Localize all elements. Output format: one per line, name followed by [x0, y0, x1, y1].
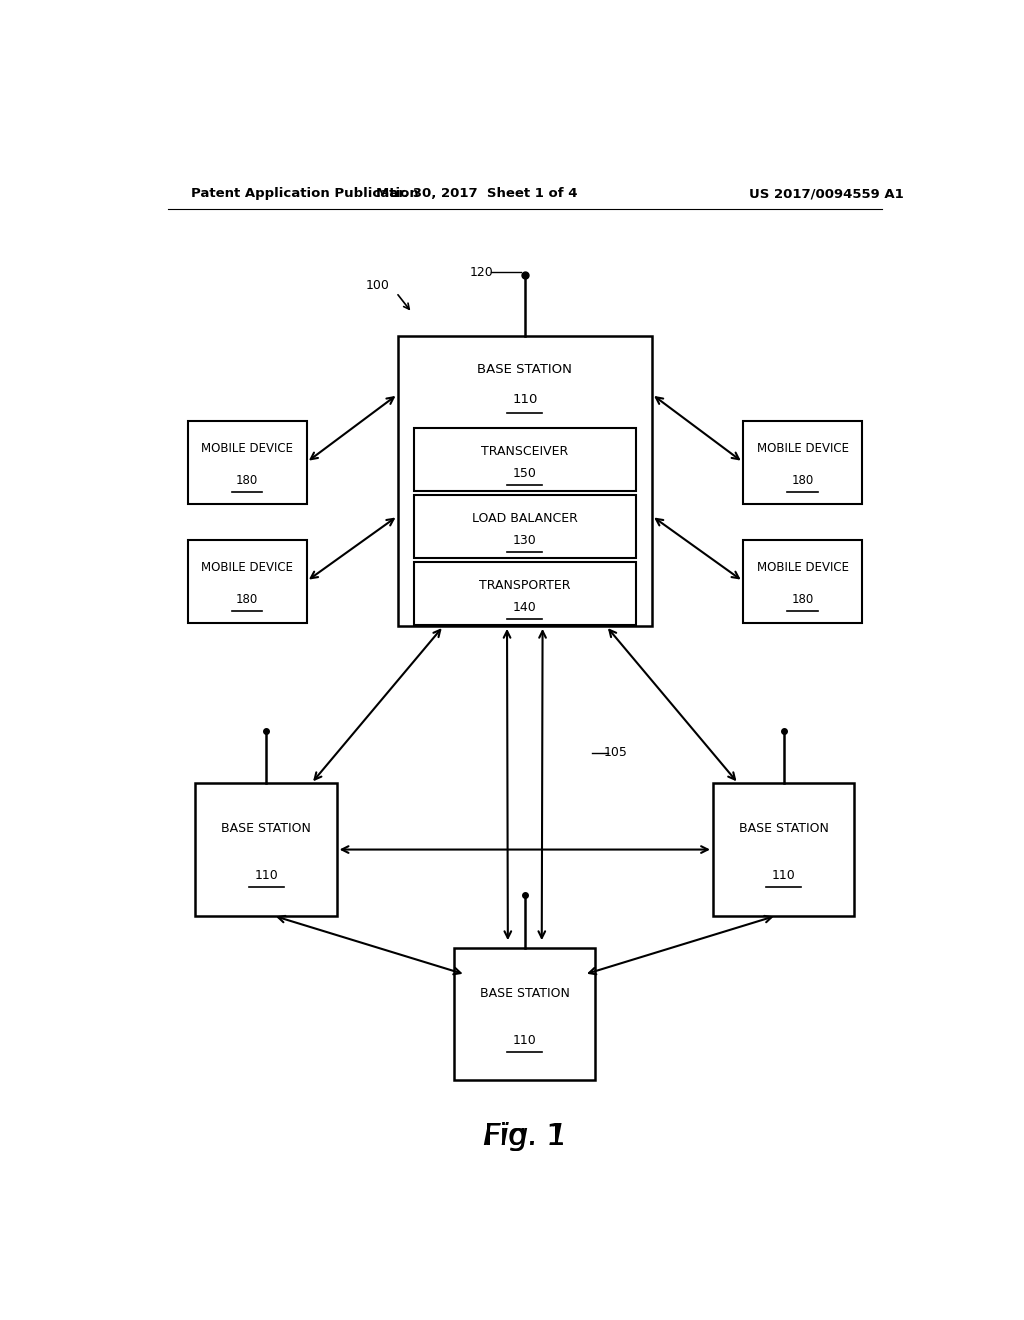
Text: BASE STATION: BASE STATION	[480, 986, 569, 999]
FancyBboxPatch shape	[743, 421, 862, 504]
Text: Mar. 30, 2017  Sheet 1 of 4: Mar. 30, 2017 Sheet 1 of 4	[377, 187, 578, 201]
Text: LOAD BALANCER: LOAD BALANCER	[472, 512, 578, 524]
Text: MOBILE DEVICE: MOBILE DEVICE	[757, 442, 849, 454]
Text: 110: 110	[513, 1034, 537, 1047]
Text: MOBILE DEVICE: MOBILE DEVICE	[201, 442, 293, 454]
Text: 110: 110	[772, 870, 796, 883]
FancyBboxPatch shape	[713, 784, 854, 916]
Text: 180: 180	[236, 474, 258, 487]
FancyBboxPatch shape	[414, 495, 636, 558]
FancyBboxPatch shape	[455, 948, 595, 1080]
Text: Fig. 1: Fig. 1	[482, 1122, 567, 1151]
FancyBboxPatch shape	[414, 562, 636, 624]
Text: US 2017/0094559 A1: US 2017/0094559 A1	[749, 187, 904, 201]
Text: 180: 180	[236, 593, 258, 606]
FancyBboxPatch shape	[187, 540, 306, 623]
Text: BASE STATION: BASE STATION	[221, 822, 311, 836]
Text: Fig. 1: Fig. 1	[484, 1122, 565, 1151]
Text: 180: 180	[792, 593, 814, 606]
Text: 180: 180	[792, 474, 814, 487]
Text: 140: 140	[513, 602, 537, 614]
FancyBboxPatch shape	[187, 421, 306, 504]
Text: MOBILE DEVICE: MOBILE DEVICE	[757, 561, 849, 574]
Text: BASE STATION: BASE STATION	[477, 363, 572, 376]
Text: 130: 130	[513, 535, 537, 548]
Text: Patent Application Publication: Patent Application Publication	[191, 187, 419, 201]
Text: 110: 110	[254, 870, 278, 883]
Text: 150: 150	[513, 467, 537, 480]
FancyBboxPatch shape	[196, 784, 337, 916]
FancyBboxPatch shape	[397, 337, 652, 626]
Text: TRANSCEIVER: TRANSCEIVER	[481, 445, 568, 458]
Text: MOBILE DEVICE: MOBILE DEVICE	[201, 561, 293, 574]
FancyBboxPatch shape	[743, 540, 862, 623]
Text: 110: 110	[512, 393, 538, 405]
Text: 105: 105	[604, 747, 628, 759]
Text: BASE STATION: BASE STATION	[738, 822, 828, 836]
Text: TRANSPORTER: TRANSPORTER	[479, 578, 570, 591]
FancyBboxPatch shape	[414, 428, 636, 491]
Text: 120: 120	[469, 265, 493, 279]
Text: 100: 100	[366, 279, 390, 292]
